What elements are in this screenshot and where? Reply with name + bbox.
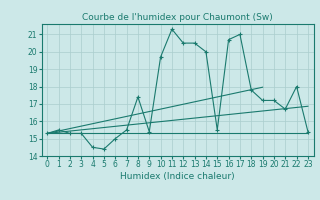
Title: Courbe de l'humidex pour Chaumont (Sw): Courbe de l'humidex pour Chaumont (Sw) — [82, 13, 273, 22]
X-axis label: Humidex (Indice chaleur): Humidex (Indice chaleur) — [120, 172, 235, 181]
